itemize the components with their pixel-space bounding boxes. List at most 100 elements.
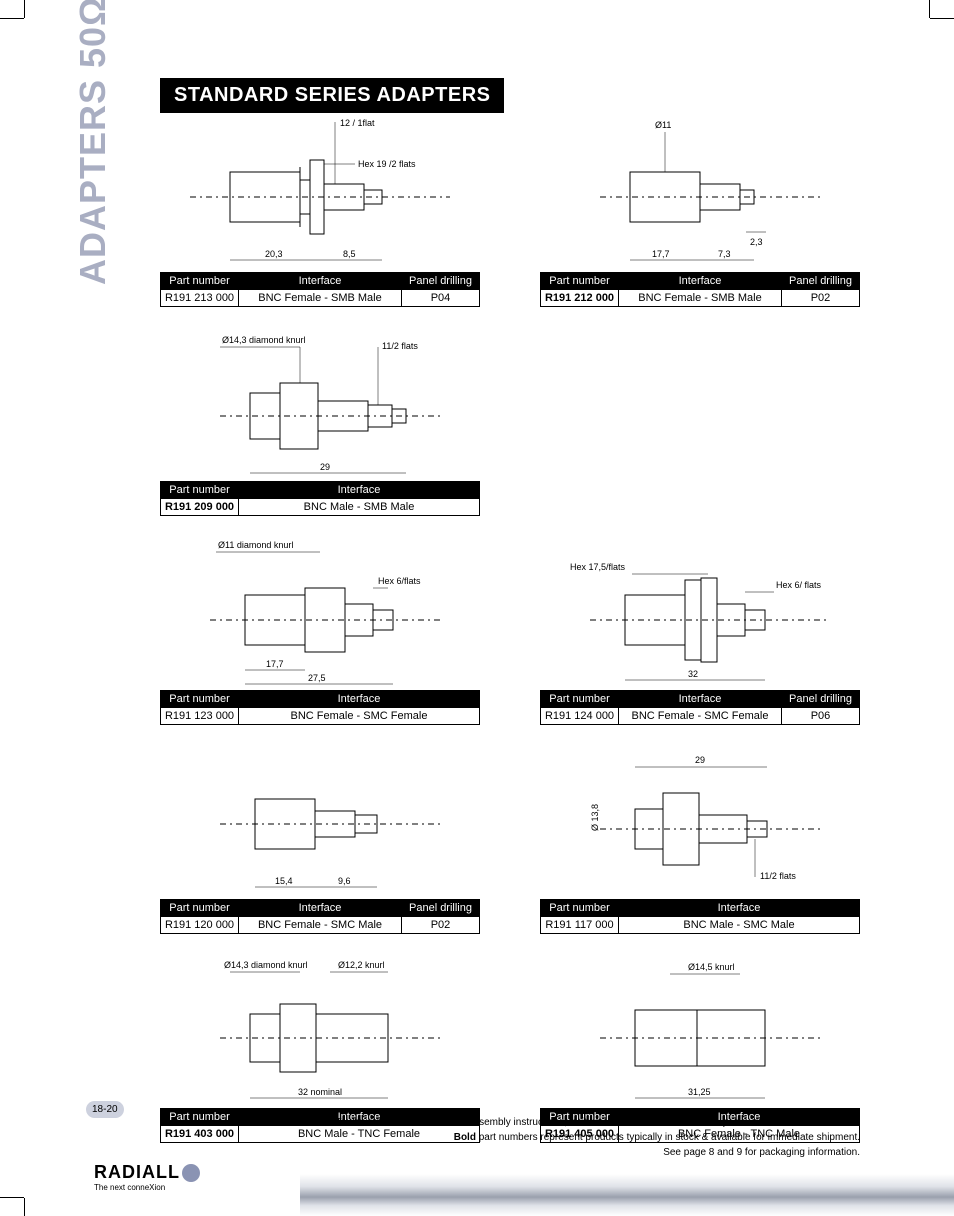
part-table: Part numberInterface R191 209 000BNC Mal… bbox=[160, 481, 480, 516]
dim-label: 7,3 bbox=[718, 249, 731, 259]
th-partnum: Part number bbox=[161, 273, 239, 290]
dim-label: 32 bbox=[688, 669, 698, 679]
th-drilling: Panel drilling bbox=[782, 691, 860, 708]
th-interface: Interface bbox=[619, 273, 782, 290]
cell-partnum: R191 209 000 bbox=[161, 499, 239, 516]
th-drilling: Panel drilling bbox=[402, 273, 480, 290]
th-partnum: Part number bbox=[541, 900, 619, 917]
dim-label: Hex 6/ flats bbox=[776, 580, 822, 590]
dim-label: 8,5 bbox=[343, 249, 356, 259]
adapter-block: 29 Ø 13,8 11/2 flats Part numberInterfac… bbox=[540, 739, 860, 934]
crop-mark bbox=[24, 0, 25, 18]
brand-logo: RADIALL The next conneXion bbox=[94, 1162, 200, 1192]
adapter-block: 12 / 1flat Hex 19 /2 flats 20,3 8,5 Part… bbox=[160, 112, 480, 307]
dim-label: 2,3 bbox=[750, 237, 763, 247]
cell-interface: BNC Female - SMC Female bbox=[239, 708, 480, 725]
cell-interface: BNC Female - SMB Male bbox=[239, 290, 402, 307]
th-partnum: Part number bbox=[161, 691, 239, 708]
th-interface: Interface bbox=[619, 691, 782, 708]
dim-label: Hex 6/flats bbox=[378, 576, 421, 586]
footer-link: www.radiall.com bbox=[590, 1117, 669, 1128]
tech-drawing: Ø14,5 knurl 31,25 bbox=[540, 948, 860, 1108]
side-section-label: ADAPTERS 50Ω bbox=[72, 0, 114, 285]
crop-mark bbox=[24, 1198, 25, 1216]
dim-label: Ø14,3 diamond knurl bbox=[224, 960, 308, 970]
adapter-block: Ø11 diamond knurl Hex 6/flats 17,7 27,5 … bbox=[160, 530, 480, 725]
footer-text: To download data sheets and assembly ins… bbox=[336, 1117, 590, 1128]
page-title: STANDARD SERIES ADAPTERS bbox=[160, 78, 504, 113]
th-interface: Interface bbox=[239, 273, 402, 290]
dim-label: 20,3 bbox=[265, 249, 283, 259]
dim-label: Ø11 bbox=[655, 120, 671, 130]
adapter-block: Ø14,3 diamond knurl Ø12,2 knurl 32 nomin… bbox=[160, 948, 480, 1143]
dim-label: Ø 13,8 bbox=[590, 804, 600, 831]
th-interface: Interface bbox=[619, 900, 860, 917]
dim-label: 9,6 bbox=[338, 876, 351, 886]
footer-text: Bold bbox=[454, 1132, 476, 1143]
footer-text: & enter the part number in the Search bo… bbox=[668, 1117, 860, 1128]
page-number-badge: 18-20 bbox=[86, 1101, 124, 1118]
crop-mark bbox=[0, 18, 24, 19]
tech-drawing: 15,4 9,6 bbox=[160, 739, 480, 899]
tech-drawing: Ø11 2,3 17,7 7,3 bbox=[540, 112, 860, 272]
dim-label: Ø12,2 knurl bbox=[338, 960, 385, 970]
dim-label: 11/2 flats bbox=[760, 871, 796, 881]
dim-label: 31,25 bbox=[688, 1087, 711, 1097]
content-area: 12 / 1flat Hex 19 /2 flats 20,3 8,5 Part… bbox=[160, 112, 860, 1157]
brand-tagline: The next conneXion bbox=[94, 1183, 200, 1192]
cell-interface: BNC Male - SMB Male bbox=[239, 499, 480, 516]
adapter-block: Ø14,3 diamond knurl 11/2 flats 29 Part n… bbox=[160, 321, 480, 516]
th-interface: Interface bbox=[239, 482, 480, 499]
adapter-block: 15,4 9,6 Part numberInterfacePanel drill… bbox=[160, 739, 480, 934]
part-table: Part numberInterface R191 117 000BNC Mal… bbox=[540, 899, 860, 934]
dim-label: 11/2 flats bbox=[382, 341, 418, 351]
tech-drawing: Ø11 diamond knurl Hex 6/flats 17,7 27,5 bbox=[160, 530, 480, 690]
dim-label: Hex 17,5/flats bbox=[570, 562, 626, 572]
part-table: Part numberInterfacePanel drilling R191 … bbox=[160, 899, 480, 934]
footer-text: See page 8 and 9 for packaging informati… bbox=[160, 1145, 860, 1160]
dim-label: 12 / 1flat bbox=[340, 118, 375, 128]
th-partnum: Part number bbox=[161, 900, 239, 917]
th-interface: Interface bbox=[239, 900, 402, 917]
dim-label: 17,7 bbox=[266, 659, 284, 669]
cell-drilling: P06 bbox=[782, 708, 860, 725]
dim-label: 29 bbox=[320, 462, 330, 472]
dim-label: 17,7 bbox=[652, 249, 670, 259]
cell-partnum: R191 120 000 bbox=[161, 917, 239, 934]
adapter-block: Ø14,5 knurl 31,25 Part numberInterface R… bbox=[540, 948, 860, 1143]
dim-label: 27,5 bbox=[308, 673, 326, 683]
dim-label: Ø14,5 knurl bbox=[688, 962, 735, 972]
cell-interface: BNC Female - SMB Male bbox=[619, 290, 782, 307]
cell-interface: BNC Male - SMC Male bbox=[619, 917, 860, 934]
dim-label: Hex 19 /2 flats bbox=[358, 159, 416, 169]
cell-partnum: R191 123 000 bbox=[161, 708, 239, 725]
cell-interface: BNC Female - SMC Female bbox=[619, 708, 782, 725]
part-table: Part numberInterface R191 123 000BNC Fem… bbox=[160, 690, 480, 725]
cell-partnum: R191 213 000 bbox=[161, 290, 239, 307]
cell-drilling: P02 bbox=[402, 917, 480, 934]
globe-icon bbox=[182, 1164, 200, 1182]
tech-drawing: 12 / 1flat Hex 19 /2 flats 20,3 8,5 bbox=[160, 112, 480, 272]
part-table: Part numberInterfacePanel drilling R191 … bbox=[160, 272, 480, 307]
cell-partnum: R191 212 000 bbox=[541, 290, 619, 307]
crop-mark bbox=[0, 1197, 24, 1198]
part-table: Part numberInterfacePanel drilling R191 … bbox=[540, 272, 860, 307]
tech-drawing: Ø14,3 diamond knurl Ø12,2 knurl 32 nomin… bbox=[160, 948, 480, 1108]
cell-interface: BNC Female - SMC Male bbox=[239, 917, 402, 934]
cell-partnum: R191 124 000 bbox=[541, 708, 619, 725]
cell-partnum: R191 117 000 bbox=[541, 917, 619, 934]
th-drilling: Panel drilling bbox=[402, 900, 480, 917]
dim-label: Ø14,3 diamond knurl bbox=[222, 335, 306, 345]
tech-drawing: Ø14,3 diamond knurl 11/2 flats 29 bbox=[160, 321, 480, 481]
dim-label: 29 bbox=[695, 755, 705, 765]
part-table: Part numberInterfacePanel drilling R191 … bbox=[540, 690, 860, 725]
th-interface: Interface bbox=[239, 691, 480, 708]
footer-silver-bar bbox=[300, 1174, 954, 1216]
crop-mark bbox=[930, 18, 954, 19]
footer-text: part numbers represent products typicall… bbox=[476, 1132, 860, 1143]
adapter-block: Ø11 2,3 17,7 7,3 Part numberInterfacePan… bbox=[540, 112, 860, 307]
dim-label: 32 nominal bbox=[298, 1087, 342, 1097]
th-partnum: Part number bbox=[161, 482, 239, 499]
footer-notes: To download data sheets and assembly ins… bbox=[160, 1115, 860, 1160]
tech-drawing: 29 Ø 13,8 11/2 flats bbox=[540, 739, 860, 899]
